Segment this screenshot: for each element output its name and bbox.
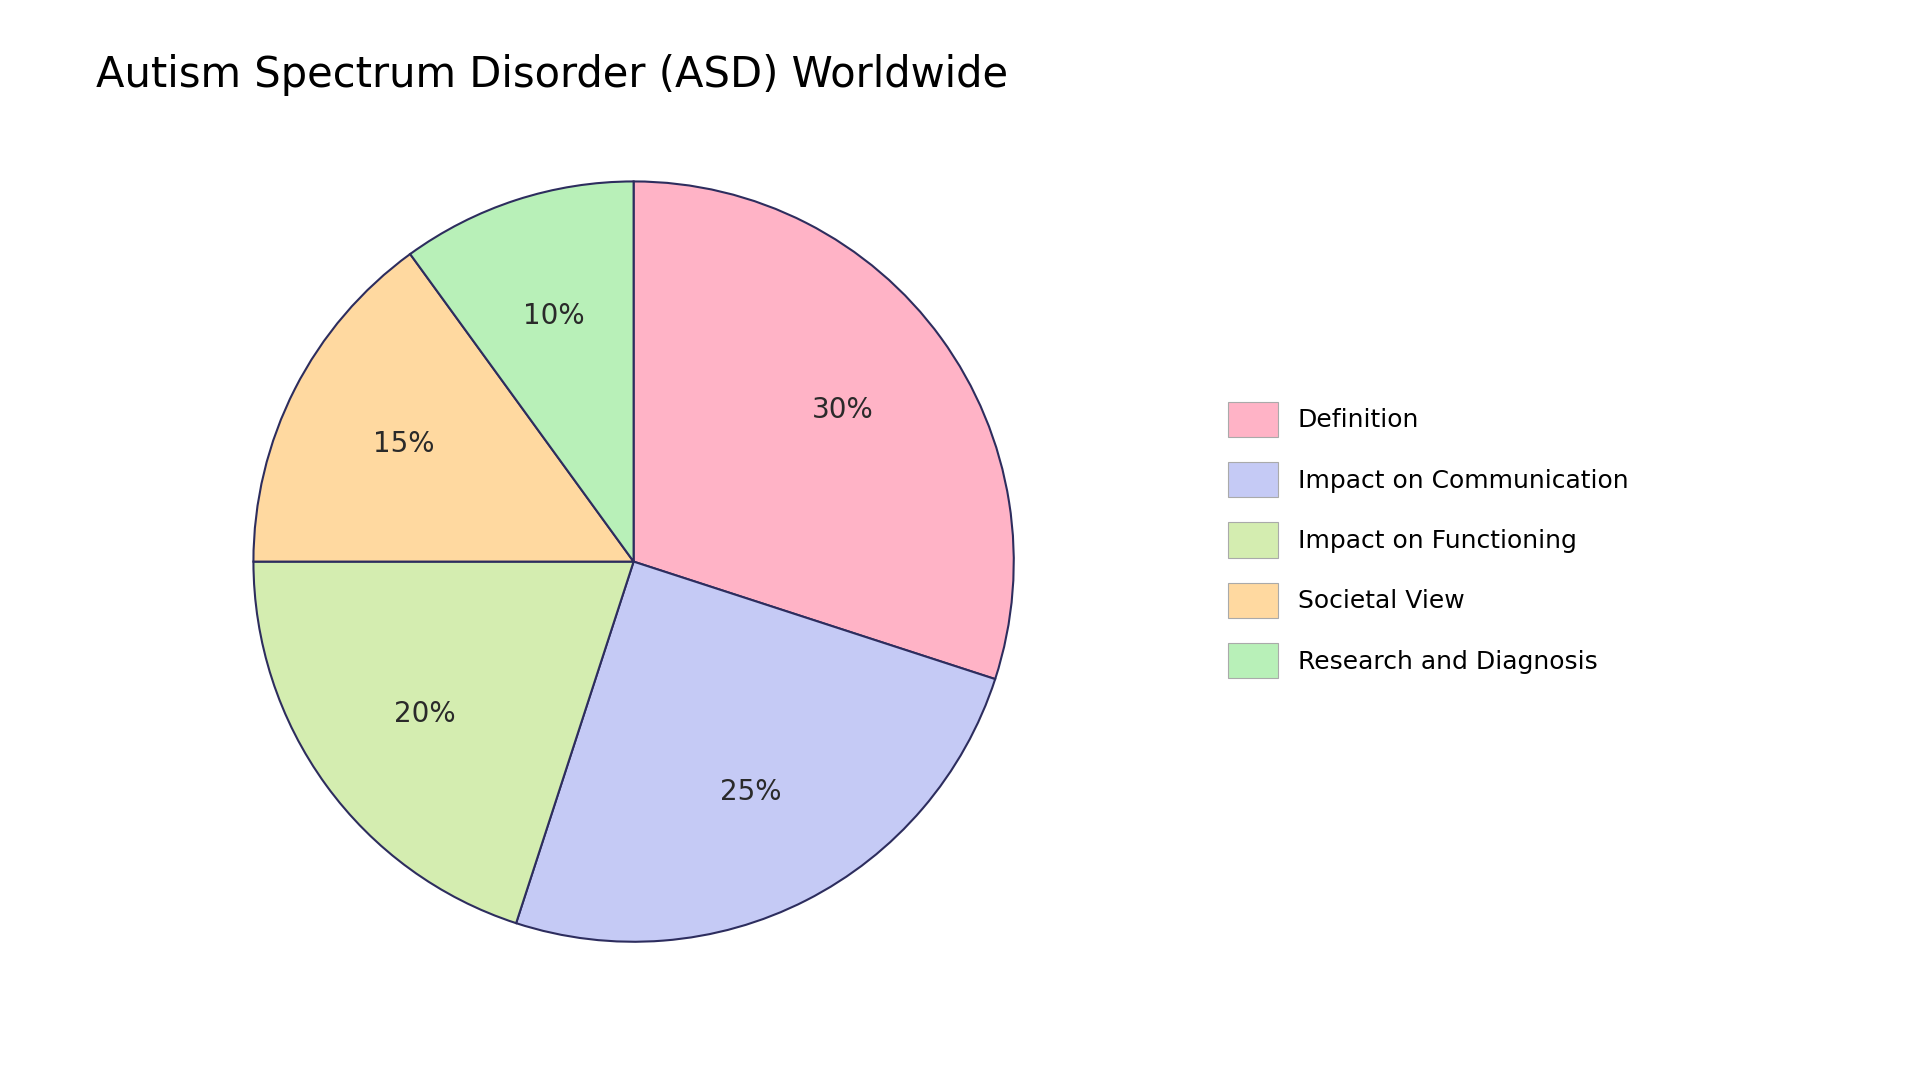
Text: 25%: 25% [720,778,781,806]
Text: 15%: 15% [372,430,434,458]
Wedge shape [253,562,634,923]
Text: Autism Spectrum Disorder (ASD) Worldwide: Autism Spectrum Disorder (ASD) Worldwide [96,54,1008,96]
Wedge shape [411,181,634,562]
Text: 10%: 10% [522,301,584,329]
Wedge shape [253,254,634,562]
Wedge shape [516,562,995,942]
Legend: Definition, Impact on Communication, Impact on Functioning, Societal View, Resea: Definition, Impact on Communication, Imp… [1204,377,1653,703]
Text: 20%: 20% [394,700,455,728]
Wedge shape [634,181,1014,679]
Text: 30%: 30% [812,395,874,423]
